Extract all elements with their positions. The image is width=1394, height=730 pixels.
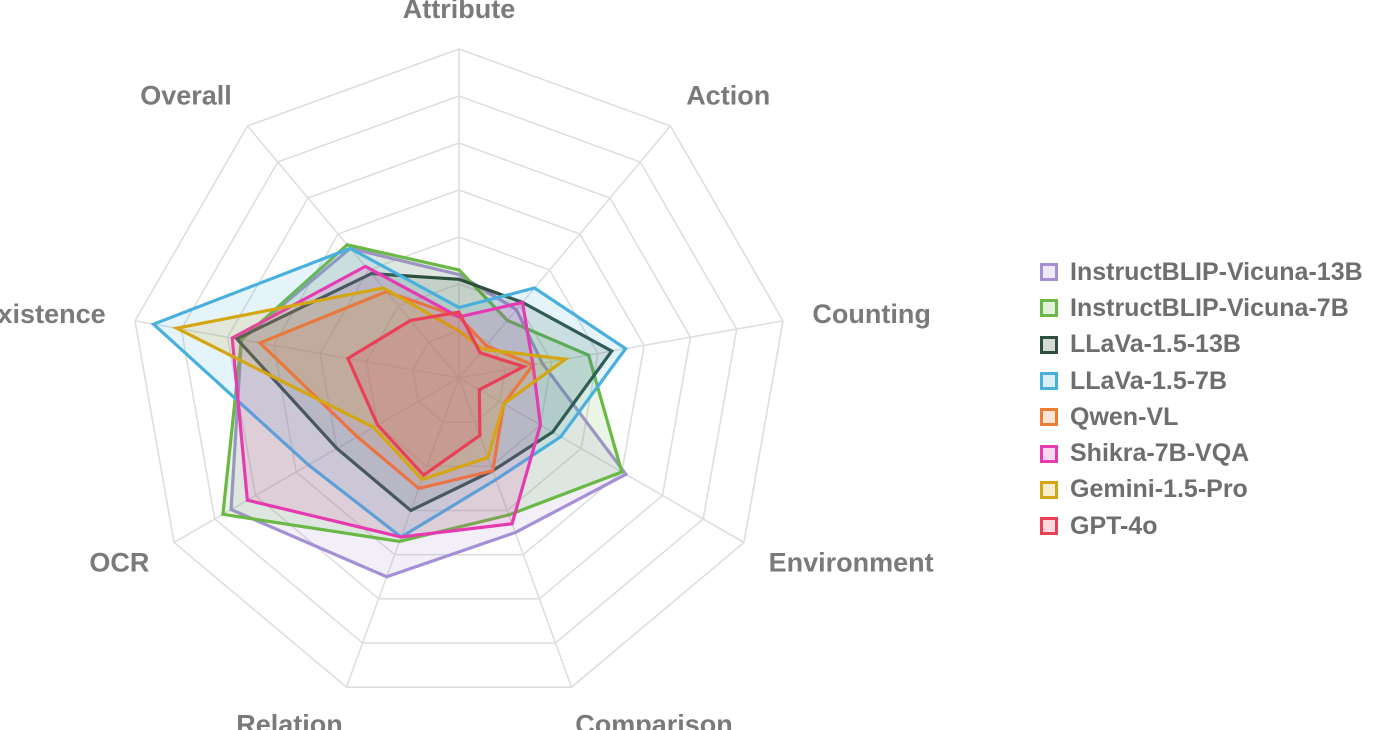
legend-label: Shikra-7B-VQA (1070, 439, 1250, 468)
axis-label-action: Action (686, 80, 770, 110)
axis-label-existence: Existence (0, 299, 106, 329)
series-qwen-vl (257, 289, 536, 491)
legend-item: LLaVa-1.5-13B (1040, 327, 1363, 363)
legend-label: LLaVa-1.5-13B (1070, 330, 1241, 359)
legend-swatch (1040, 408, 1058, 427)
legend-swatch (1040, 517, 1058, 536)
legend-label: InstructBLIP-Vicuna-7B (1070, 293, 1349, 322)
axis-labels: Attribute Action Counting Environment Compar… (0, 0, 934, 730)
grid-ring (411, 330, 507, 423)
legend-swatch (1040, 444, 1058, 463)
series-llava-1-5-13b (234, 271, 615, 513)
legend-label: GPT-4o (1070, 511, 1158, 540)
axis-label-counting: Counting (812, 299, 930, 329)
legend-label: Qwen-VL (1070, 402, 1179, 431)
grid-spoke (458, 377, 745, 544)
axis-label-relation: Relation (236, 710, 343, 730)
legend-swatch (1040, 372, 1058, 391)
legend: InstructBLIP-Vicuna-13B InstructBLIP-Vicu… (1040, 254, 1363, 544)
legend-item: LLaVa-1.5-7B (1040, 363, 1363, 399)
legend-item: Shikra-7B-VQA (1040, 435, 1363, 471)
radar-chart: Attribute Action Counting Environment Compar… (0, 0, 934, 730)
grid-ring (226, 142, 692, 600)
grid-ring (273, 189, 645, 556)
grid-spoke (345, 377, 460, 688)
legend-label: LLaVa-1.5-7B (1070, 366, 1228, 395)
grid-spoke (134, 320, 460, 379)
legend-item: Gemini-1.5-Pro (1040, 472, 1363, 508)
axis-label-environment: Environment (769, 548, 934, 578)
series-gpt-4o (345, 310, 528, 478)
legend-item: InstructBLIP-Vicuna-13B (1040, 254, 1363, 290)
axis-label-attribute: Attribute (403, 0, 515, 24)
legend-swatch (1040, 299, 1058, 318)
series-llava-1-5-7b (150, 246, 628, 539)
radar-series (150, 243, 629, 579)
grid-ring (319, 236, 599, 512)
legend-swatch (1040, 335, 1058, 354)
axis-label-overall: Overall (140, 80, 232, 110)
legend-item: InstructBLIP-Vicuna-7B (1040, 290, 1363, 326)
grid-ring (134, 48, 784, 688)
grid-spoke (458, 320, 784, 379)
legend-item: GPT-4o (1040, 508, 1363, 544)
legend-label: Gemini-1.5-Pro (1070, 475, 1248, 504)
axis-label-comparison: Comparison (575, 710, 733, 730)
grid-spoke (246, 125, 460, 379)
series-gemini-1-5-pro (171, 286, 570, 482)
legend-swatch (1040, 480, 1058, 499)
legend-swatch (1040, 263, 1058, 282)
axis-label-ocr: OCR (89, 548, 149, 578)
legend-label: InstructBLIP-Vicuna-13B (1070, 257, 1363, 286)
legend-item: Qwen-VL (1040, 399, 1363, 435)
grid-spoke (458, 125, 672, 379)
grid-ring (180, 95, 738, 644)
